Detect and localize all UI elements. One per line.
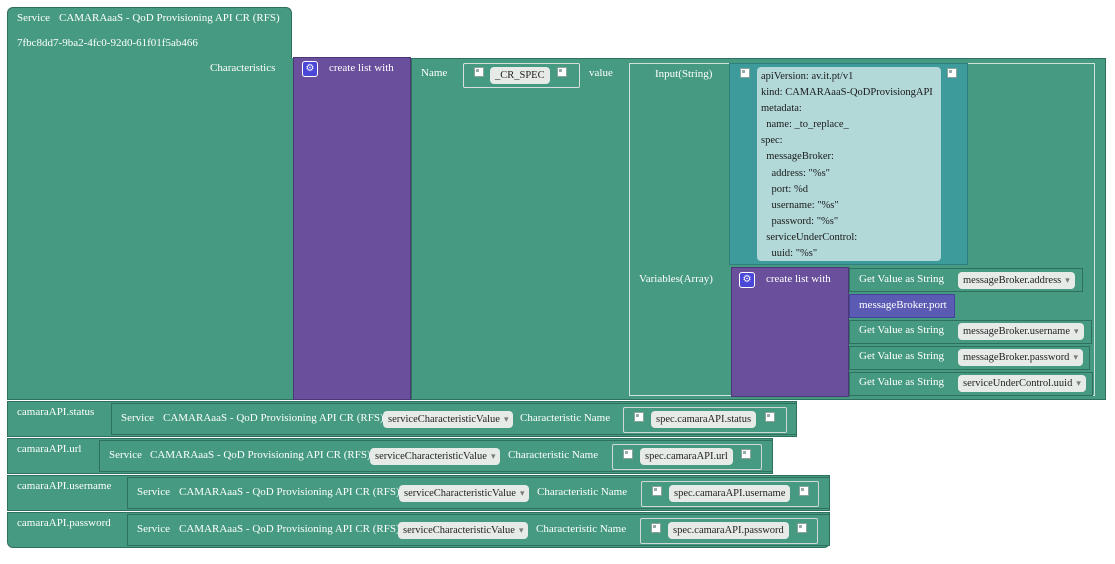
quote-icon bbox=[765, 412, 775, 422]
char-value-field[interactable]: spec.camaraAPI.password bbox=[668, 522, 789, 539]
gear-icon[interactable]: ⚙ bbox=[739, 272, 755, 288]
get-value-label: Get Value as String bbox=[859, 273, 944, 286]
service-name: CAMARAaaS - QoD Provisioning API CR (RFS… bbox=[59, 12, 280, 25]
char-dropdown[interactable]: serviceCharacteristicValue bbox=[398, 522, 528, 539]
char-service-name: CAMARAaaS - QoD Provisioning API CR (RFS… bbox=[163, 412, 384, 425]
get-value-label: Get Value as String bbox=[859, 350, 944, 363]
char-value-field[interactable]: spec.camaraAPI.url bbox=[640, 448, 733, 465]
get-value-label: Get Value as String bbox=[859, 324, 944, 337]
char-name-label: Characteristic Name bbox=[508, 449, 598, 462]
characteristics-label: Characteristics bbox=[210, 62, 275, 75]
variable-dropdown[interactable]: messageBroker.username bbox=[958, 323, 1084, 340]
yaml-text: apiVersion: av.it.pt/v1 kind: CAMARAaaS-… bbox=[761, 69, 937, 262]
char-service-name: CAMARAaaS - QoD Provisioning API CR (RFS… bbox=[179, 523, 400, 536]
char-row-key: camaraAPI.status bbox=[17, 406, 94, 419]
quote-icon bbox=[947, 68, 957, 78]
input-label: Input(String) bbox=[655, 68, 712, 81]
char-row-key: camaraAPI.username bbox=[17, 480, 111, 493]
char-dropdown[interactable]: serviceCharacteristicValue bbox=[399, 485, 529, 502]
char-row-key: camaraAPI.url bbox=[17, 443, 81, 456]
char-service-name: CAMARAaaS - QoD Provisioning API CR (RFS… bbox=[150, 449, 371, 462]
char-dropdown[interactable]: serviceCharacteristicValue bbox=[383, 411, 513, 428]
quote-icon bbox=[623, 449, 633, 459]
gear-icon[interactable]: ⚙ bbox=[302, 61, 318, 77]
quote-icon bbox=[474, 67, 484, 77]
char-value-field[interactable]: spec.camaraAPI.status bbox=[651, 411, 756, 428]
quote-icon bbox=[799, 486, 809, 496]
variable-dropdown[interactable]: messageBroker.address bbox=[958, 272, 1075, 289]
quote-icon bbox=[652, 486, 662, 496]
quote-icon bbox=[741, 449, 751, 459]
service-label: Service bbox=[17, 12, 50, 25]
char-service-name: CAMARAaaS - QoD Provisioning API CR (RFS… bbox=[179, 486, 400, 499]
value-label: value bbox=[589, 67, 613, 80]
name-label: Name bbox=[421, 67, 447, 80]
variables-label: Variables(Array) bbox=[639, 273, 713, 286]
get-value-label: Get Value as String bbox=[859, 376, 944, 389]
char-service-label: Service bbox=[137, 486, 170, 499]
name-value-field[interactable]: _CR_SPEC bbox=[490, 67, 550, 84]
service-id: 7fbc8dd7-9ba2-4fc0-92d0-61f01f5ab466 bbox=[17, 37, 198, 50]
yaml-textarea[interactable]: apiVersion: av.it.pt/v1 kind: CAMARAaaS-… bbox=[757, 67, 941, 261]
quote-icon bbox=[557, 67, 567, 77]
create-list-block[interactable] bbox=[293, 57, 411, 400]
variable-dropdown[interactable]: messageBroker.password bbox=[958, 349, 1083, 366]
char-name-label: Characteristic Name bbox=[537, 486, 627, 499]
char-dropdown[interactable]: serviceCharacteristicValue bbox=[370, 448, 500, 465]
inner-create-list-label: create list with bbox=[766, 273, 831, 286]
quote-icon bbox=[634, 412, 644, 422]
char-row-key: camaraAPI.password bbox=[17, 517, 111, 530]
plain-variable-label: messageBroker.port bbox=[859, 299, 947, 312]
char-service-label: Service bbox=[137, 523, 170, 536]
quote-icon bbox=[740, 68, 750, 78]
quote-icon bbox=[797, 523, 807, 533]
variable-dropdown[interactable]: serviceUnderControl.uuid bbox=[958, 375, 1086, 392]
char-service-label: Service bbox=[121, 412, 154, 425]
char-name-label: Characteristic Name bbox=[520, 412, 610, 425]
char-value-field[interactable]: spec.camaraAPI.username bbox=[669, 485, 790, 502]
char-name-label: Characteristic Name bbox=[536, 523, 626, 536]
create-list-label: create list with bbox=[329, 62, 394, 75]
char-service-label: Service bbox=[109, 449, 142, 462]
quote-icon bbox=[651, 523, 661, 533]
